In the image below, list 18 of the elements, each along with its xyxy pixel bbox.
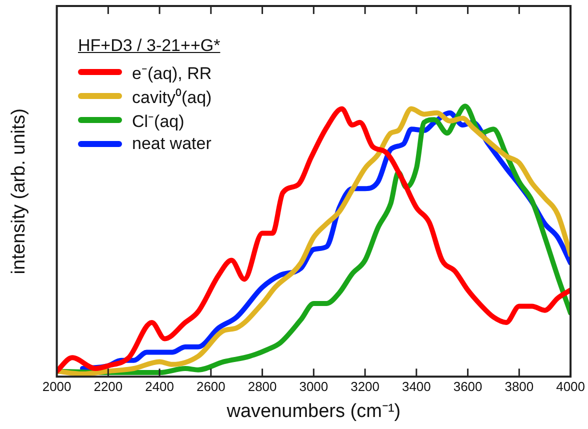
x-tick-label: 2800 — [248, 378, 277, 394]
legend-label: cavity⁰(aq) — [132, 86, 212, 108]
x-tick-label: 2600 — [196, 378, 226, 394]
legend-label: Cl⁻(aq) — [132, 110, 184, 132]
x-tick-label: 4000 — [556, 378, 585, 394]
x-tick-label: 3200 — [350, 378, 380, 394]
y-axis-title: intensity (arb. units) — [8, 108, 30, 274]
x-tick-label: 3400 — [402, 378, 431, 394]
x-tick-label: 3600 — [453, 378, 482, 394]
x-tick-label: 3000 — [299, 378, 328, 394]
x-tick-label: 2200 — [94, 378, 123, 394]
x-tick-label: 2000 — [42, 378, 72, 394]
legend-title: HF+D3 / 3-21++G* — [78, 36, 220, 56]
x-axis-title: wavenumbers (cm⁻¹) — [226, 400, 401, 422]
x-tick-label: 2400 — [145, 378, 174, 394]
legend-label: e⁻(aq), RR — [132, 62, 212, 84]
x-tick-label: 3800 — [504, 378, 534, 394]
legend-label: neat water — [132, 134, 212, 154]
